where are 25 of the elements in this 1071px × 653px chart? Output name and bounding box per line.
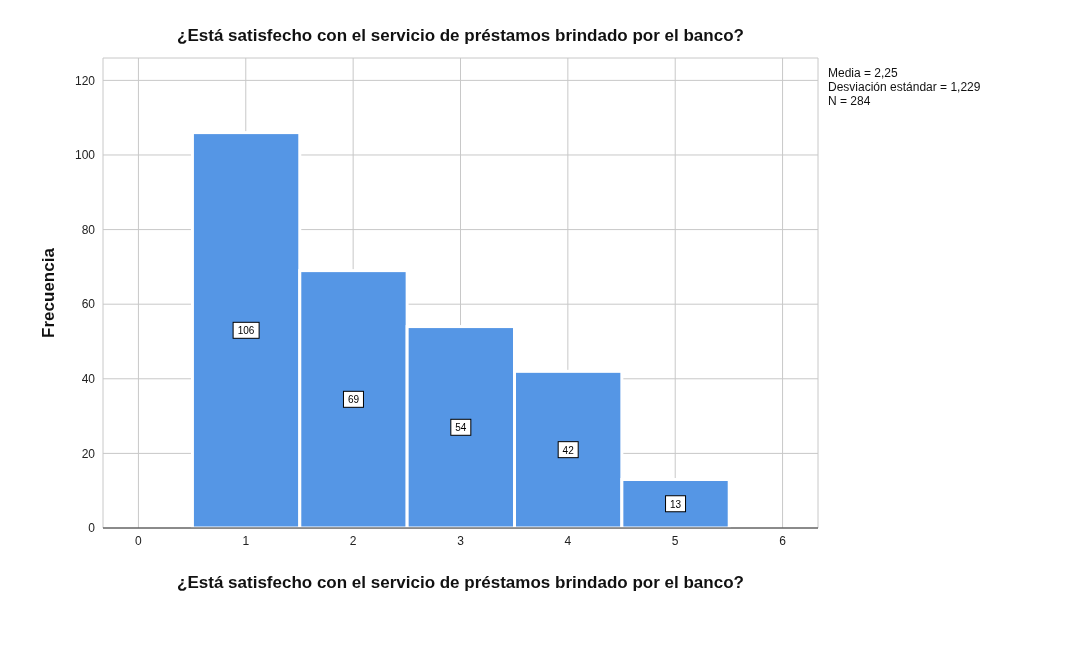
x-tick-label: 5 bbox=[671, 533, 679, 548]
y-tick-label: 40 bbox=[81, 372, 96, 387]
text: Media = 2,25 bbox=[828, 66, 899, 80]
x-tick-label: 2 bbox=[349, 533, 357, 548]
data-label: 54 bbox=[455, 422, 467, 434]
x-tick-label: 4 bbox=[564, 533, 572, 548]
y-tick-label: 0 bbox=[88, 521, 96, 536]
y-tick-label: 60 bbox=[81, 297, 96, 312]
text: N = 284 bbox=[828, 94, 872, 108]
y-tick-label: 120 bbox=[74, 73, 96, 88]
x-axis-title: ¿Está satisfecho con el servicio de préstamos brindado por el banco? bbox=[177, 573, 744, 592]
y-tick-label: 80 bbox=[81, 222, 96, 237]
x-tick-label: 0 bbox=[135, 533, 143, 548]
text: Desviación estándar = 1,229 bbox=[828, 80, 981, 94]
x-tick-label: 1 bbox=[242, 533, 250, 548]
x-tick-label: 6 bbox=[779, 533, 787, 548]
y-axis-title: Frecuencia bbox=[39, 247, 59, 338]
chart-title: ¿Está satisfecho con el servicio de préstamos brindado por el banco? bbox=[176, 26, 745, 46]
x-tick-label: 3 bbox=[457, 533, 465, 548]
data-label: 13 bbox=[669, 498, 682, 510]
y-tick-label: 20 bbox=[81, 446, 96, 461]
y-tick-label: 100 bbox=[74, 148, 96, 163]
data-label: 106 bbox=[237, 325, 255, 337]
data-label: 42 bbox=[562, 444, 575, 456]
data-label: 69 bbox=[347, 394, 360, 406]
